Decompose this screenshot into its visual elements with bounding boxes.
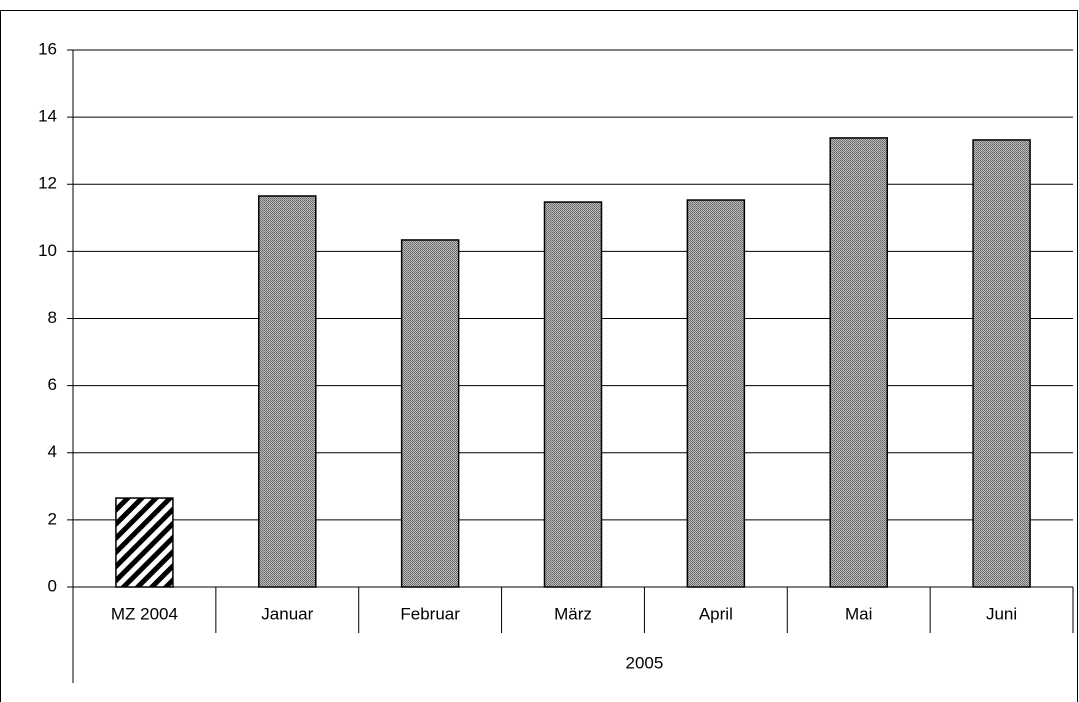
bar xyxy=(829,137,888,588)
x-tick-label: Februar xyxy=(400,604,460,623)
y-tick-label: 8 xyxy=(48,308,57,327)
x-tick-label: Juni xyxy=(986,604,1017,623)
bar xyxy=(115,497,174,588)
y-tick-label: 12 xyxy=(38,174,57,193)
y-tick-label: 2 xyxy=(48,509,57,528)
y-tick-label: 14 xyxy=(38,107,57,126)
bar xyxy=(972,139,1031,588)
y-tick-label: 6 xyxy=(48,375,57,394)
x-group-label: 2005 xyxy=(626,653,664,672)
bar xyxy=(543,201,603,588)
chart-frame xyxy=(0,10,1078,702)
x-tick-label: Mai xyxy=(845,604,872,623)
y-tick-label: 16 xyxy=(38,39,57,58)
x-tick-label: März xyxy=(554,604,592,623)
x-tick-label: Januar xyxy=(261,604,313,623)
bar xyxy=(258,195,317,588)
y-tick-label: 10 xyxy=(38,241,57,260)
x-tick-label: MZ 2004 xyxy=(111,604,178,623)
y-tick-label: 0 xyxy=(48,576,57,595)
bar xyxy=(400,239,460,588)
y-tick-label: 4 xyxy=(48,442,57,461)
bar xyxy=(686,199,746,588)
x-tick-label: April xyxy=(699,604,733,623)
